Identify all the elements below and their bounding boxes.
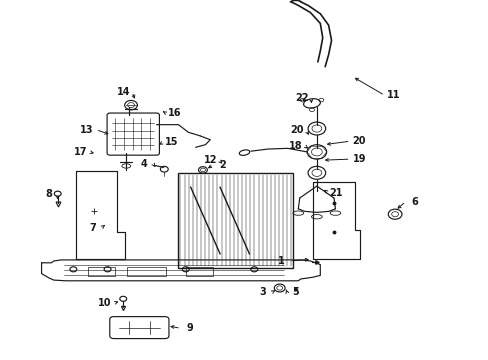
Text: 20: 20 [290, 125, 304, 135]
Text: 3: 3 [259, 287, 266, 297]
Text: 11: 11 [386, 90, 400, 100]
Text: 4: 4 [141, 159, 147, 169]
Text: 17: 17 [74, 147, 87, 157]
Text: 10: 10 [98, 298, 112, 308]
Text: 13: 13 [80, 125, 94, 135]
Bar [185, 267, 212, 276]
Bar [127, 267, 166, 276]
Text: 21: 21 [329, 188, 343, 198]
Text: 16: 16 [168, 108, 182, 118]
Text: 19: 19 [352, 154, 366, 164]
Text: 1: 1 [277, 256, 284, 266]
Text: 22: 22 [295, 93, 308, 103]
Text: 8: 8 [45, 189, 52, 199]
Text: 9: 9 [186, 323, 193, 333]
Text: 2: 2 [219, 159, 225, 170]
Text: 7: 7 [89, 222, 96, 233]
Text: 6: 6 [410, 197, 417, 207]
Bar [178, 173, 293, 268]
Text: 12: 12 [203, 155, 217, 165]
Text: 15: 15 [165, 137, 179, 147]
Text: 14: 14 [116, 87, 130, 97]
Bar [88, 267, 115, 276]
Text: 20: 20 [352, 136, 366, 146]
Text: 5: 5 [292, 287, 299, 297]
Text: 18: 18 [288, 141, 302, 151]
